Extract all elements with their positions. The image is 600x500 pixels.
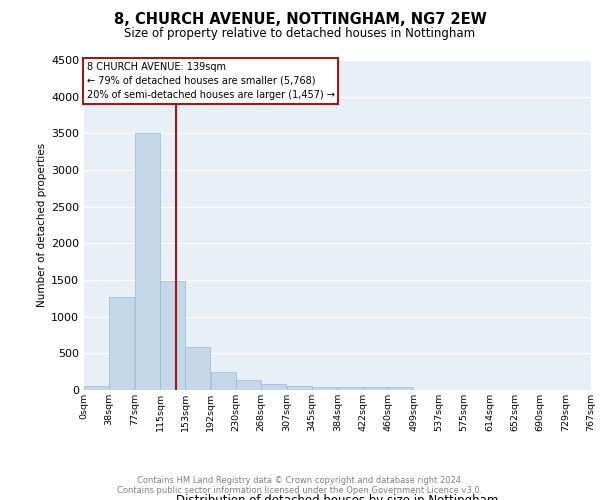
Bar xyxy=(109,297,134,390)
Bar xyxy=(363,386,388,390)
Text: Size of property relative to detached houses in Nottingham: Size of property relative to detached ho… xyxy=(124,28,476,40)
Bar xyxy=(261,384,286,390)
Y-axis label: Number of detached properties: Number of detached properties xyxy=(37,143,47,307)
Bar xyxy=(388,387,413,390)
Bar xyxy=(84,386,109,390)
Bar xyxy=(312,387,337,390)
Bar xyxy=(287,386,312,390)
X-axis label: Distribution of detached houses by size in Nottingham: Distribution of detached houses by size … xyxy=(176,494,499,500)
Bar xyxy=(236,380,261,390)
Text: 8 CHURCH AVENUE: 139sqm
← 79% of detached houses are smaller (5,768)
20% of semi: 8 CHURCH AVENUE: 139sqm ← 79% of detache… xyxy=(86,62,335,100)
Bar xyxy=(160,282,185,390)
Bar xyxy=(185,348,210,390)
Bar xyxy=(211,372,236,390)
Bar xyxy=(338,387,362,390)
Text: Contains HM Land Registry data © Crown copyright and database right 2024.
Contai: Contains HM Land Registry data © Crown c… xyxy=(118,476,482,495)
Text: 8, CHURCH AVENUE, NOTTINGHAM, NG7 2EW: 8, CHURCH AVENUE, NOTTINGHAM, NG7 2EW xyxy=(113,12,487,28)
Bar xyxy=(135,134,160,390)
